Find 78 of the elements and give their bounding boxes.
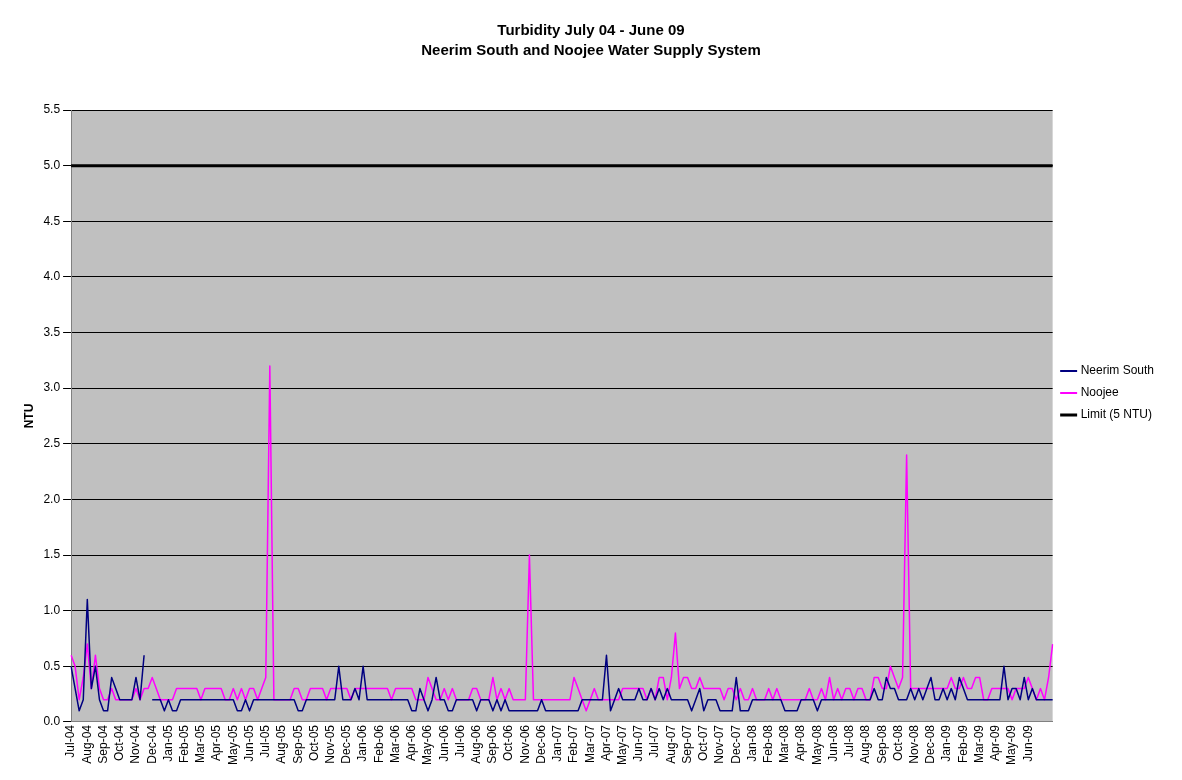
x-tick-label: Aug-04 <box>79 724 94 764</box>
x-tick-label: Dec-04 <box>144 724 159 764</box>
y-tick-label: 3.0 <box>43 380 61 395</box>
y-axis-title: NTU <box>21 403 36 429</box>
x-tick-label: Aug-08 <box>858 724 873 764</box>
x-tick-label: Nov-08 <box>907 724 922 764</box>
x-tick-label: Sep-06 <box>485 724 500 764</box>
legend-label: Limit (5 NTU) <box>1080 407 1152 422</box>
x-tick-label: Oct-08 <box>890 724 905 761</box>
x-tick-label: Jan-06 <box>355 724 370 762</box>
y-tick-label: 0.5 <box>43 658 61 673</box>
y-tick-label: 2.0 <box>43 491 61 506</box>
y-tick-label: 0.0 <box>43 714 61 729</box>
y-tick-label: 5.5 <box>43 102 61 117</box>
x-tick-label: Oct-07 <box>696 724 711 761</box>
x-tick-label: May-05 <box>225 724 240 765</box>
x-tick-label: Jul-04 <box>63 724 78 758</box>
x-tick-label: Jul-05 <box>258 724 273 758</box>
x-tick-label: Dec-08 <box>923 724 938 764</box>
x-tick-label: May-08 <box>809 724 824 765</box>
x-tick-label: Jul-07 <box>647 724 662 758</box>
y-tick-label: 5.0 <box>43 157 61 172</box>
chart-title: Turbidity July 04 - June 09 <box>497 21 685 39</box>
x-tick-label: Mar-06 <box>387 724 402 763</box>
x-tick-label: Mar-09 <box>971 724 986 763</box>
y-tick-label: 1.5 <box>43 547 61 562</box>
x-tick-label: Sep-07 <box>679 724 694 764</box>
x-tick-label: Dec-07 <box>728 724 743 764</box>
x-tick-label: Sep-04 <box>95 724 110 764</box>
x-tick-label: Feb-07 <box>566 724 581 764</box>
x-tick-label: Feb-08 <box>761 724 776 764</box>
x-tick-label: Feb-09 <box>955 724 970 764</box>
x-tick-label: Jun-09 <box>1020 724 1035 762</box>
y-tick-label: 4.0 <box>43 269 61 284</box>
x-tick-label: Apr-07 <box>598 724 613 762</box>
x-tick-label: Mar-08 <box>777 724 792 763</box>
x-tick-label: Jul-06 <box>452 724 467 758</box>
x-tick-label: Aug-05 <box>274 724 289 764</box>
x-tick-label: Apr-06 <box>404 724 419 762</box>
x-tick-label: Apr-08 <box>793 724 808 762</box>
x-tick-label: Jun-05 <box>241 724 256 762</box>
legend-label: Neerim South <box>1080 363 1155 378</box>
x-tick-label: Apr-05 <box>209 724 224 762</box>
x-tick-label: Dec-05 <box>339 724 354 764</box>
x-tick-label: Jan-08 <box>744 724 759 762</box>
x-tick-label: Apr-09 <box>988 724 1003 762</box>
x-tick-label: Jun-07 <box>631 724 646 762</box>
x-tick-label: Mar-07 <box>582 724 597 763</box>
x-tick-label: Feb-05 <box>176 724 191 764</box>
y-tick-label: 3.5 <box>43 324 61 339</box>
y-tick-label: 1.0 <box>43 603 61 618</box>
x-tick-label: Oct-06 <box>501 724 516 761</box>
x-tick-label: May-06 <box>420 724 435 765</box>
legend-label: Noojee <box>1080 385 1119 400</box>
x-tick-label: May-07 <box>615 724 630 765</box>
x-tick-label: Nov-07 <box>712 724 727 764</box>
x-tick-label: Oct-05 <box>306 724 321 761</box>
x-tick-label: Feb-06 <box>371 724 386 764</box>
chart-subtitle: Neerim South and Noojee Water Supply System <box>421 41 761 59</box>
x-tick-label: Aug-06 <box>468 724 483 764</box>
y-tick-label: 4.5 <box>43 213 61 228</box>
x-tick-label: Nov-04 <box>128 724 143 764</box>
x-tick-label: Sep-05 <box>290 724 305 764</box>
x-tick-label: Oct-04 <box>112 724 127 761</box>
x-tick-label: Dec-06 <box>533 724 548 764</box>
x-tick-label: Sep-08 <box>874 724 889 764</box>
x-tick-label: Jan-05 <box>160 724 175 762</box>
x-tick-label: Nov-06 <box>517 724 532 764</box>
x-tick-label: Nov-05 <box>322 724 337 764</box>
x-tick-label: Mar-05 <box>193 724 208 763</box>
x-tick-label: Jun-06 <box>436 724 451 762</box>
x-tick-label: Jun-08 <box>825 724 840 762</box>
x-tick-label: Jul-08 <box>842 724 857 758</box>
y-tick-label: 2.5 <box>43 436 61 451</box>
x-tick-label: Aug-07 <box>663 724 678 764</box>
x-tick-label: May-09 <box>1004 724 1019 765</box>
x-tick-label: Jan-07 <box>550 724 565 762</box>
x-tick-label: Jan-09 <box>939 724 954 762</box>
